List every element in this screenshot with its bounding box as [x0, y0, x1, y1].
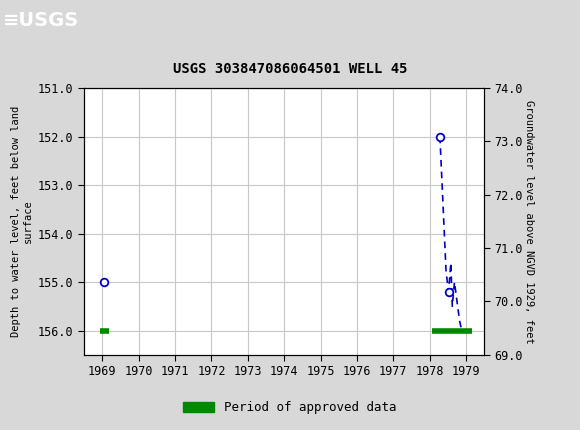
Y-axis label: Groundwater level above NGVD 1929, feet: Groundwater level above NGVD 1929, feet — [524, 100, 534, 343]
Text: USGS 303847086064501 WELL 45: USGS 303847086064501 WELL 45 — [173, 62, 407, 77]
Text: ≡USGS: ≡USGS — [3, 11, 79, 30]
Legend: Period of approved data: Period of approved data — [178, 396, 402, 419]
Y-axis label: Depth to water level, feet below land
surface: Depth to water level, feet below land su… — [11, 106, 32, 337]
